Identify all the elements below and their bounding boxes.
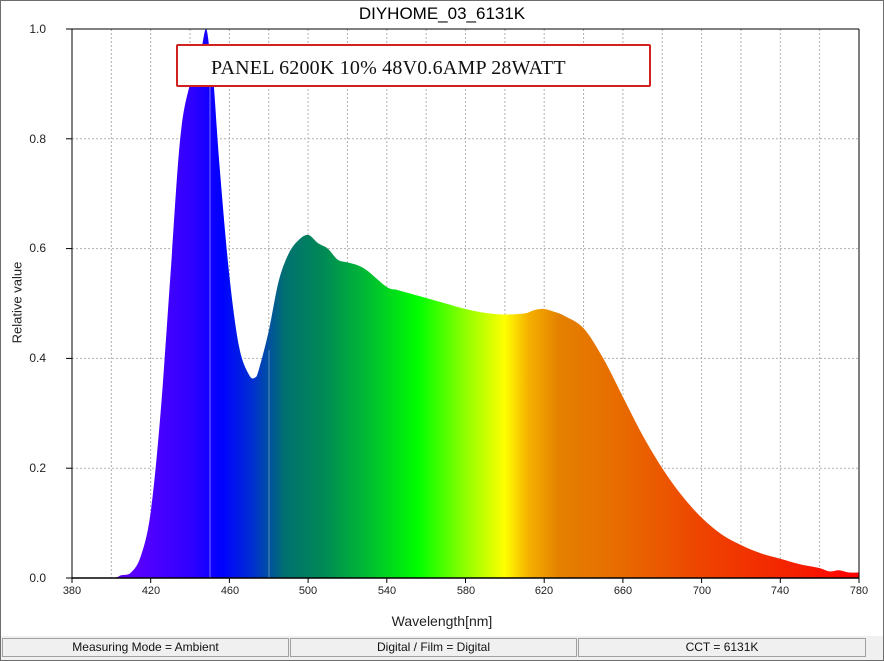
x-tick: 380 [62,585,82,597]
annotation-text: PANEL 6200K 10% 48V0.6AMP 28WATT [211,57,566,79]
y-tick: 0.4 [29,351,46,365]
x-axis-label: Wavelength[nm] [391,613,493,629]
x-tick: 540 [377,585,397,597]
y-axis-label: Relative value [9,261,25,344]
x-tick: 580 [456,585,476,597]
y-tick: 0.2 [29,461,46,475]
status-measuring-mode: Measuring Mode = Ambient [2,638,289,657]
status-digital-film: Digital / Film = Digital [290,638,577,657]
y-tick: 1.0 [29,22,46,36]
x-tick: 700 [692,585,712,597]
x-tick: 740 [770,585,790,597]
x-tick: 620 [534,585,554,597]
annotation-box: PANEL 6200K 10% 48V0.6AMP 28WATT [176,44,651,87]
x-tick: 500 [298,585,318,597]
spectrum-area [72,28,859,579]
chart-title: DIYHOME_03_6131K [358,4,526,23]
x-tick: 780 [849,585,869,597]
y-tick: 0.0 [29,571,46,585]
status-cct: CCT = 6131K [578,638,866,657]
y-tick: 0.6 [29,241,46,255]
x-tick: 460 [220,585,240,597]
x-tick: 660 [613,585,633,597]
x-tick: 420 [141,585,161,597]
y-tick: 0.8 [29,132,46,146]
